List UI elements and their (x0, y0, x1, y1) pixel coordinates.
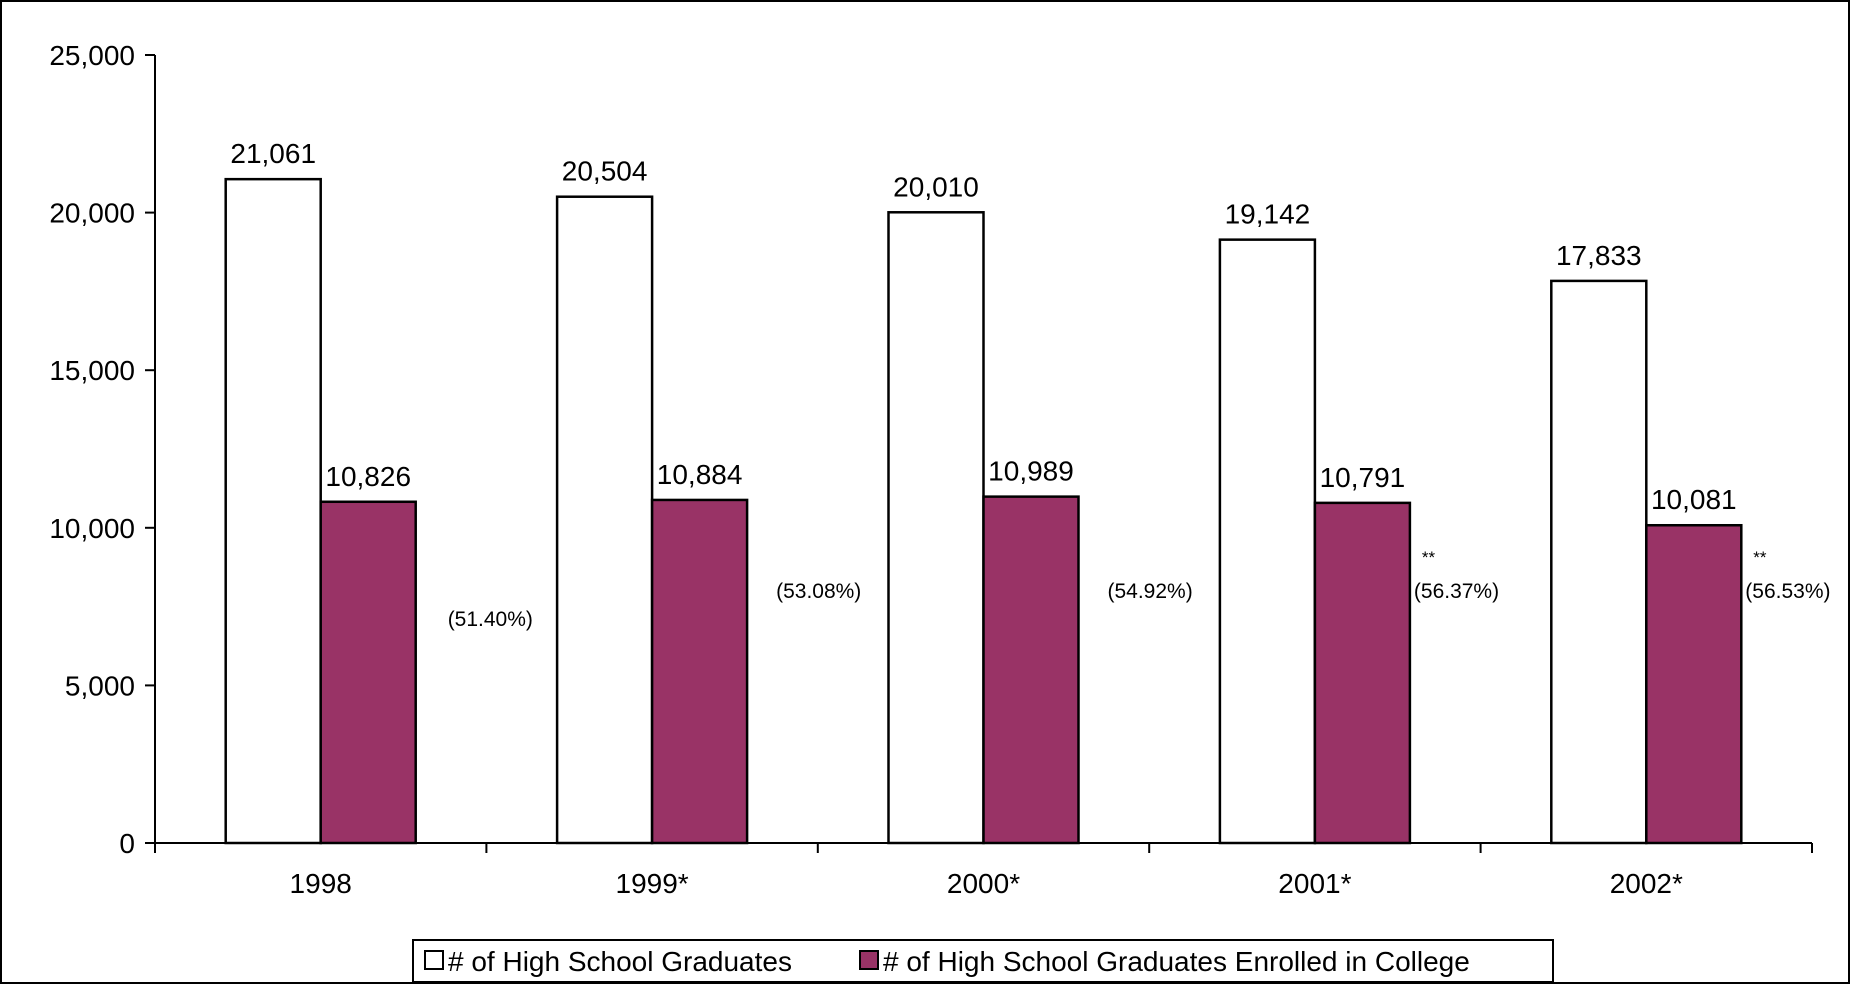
bar-enrolled-1 (650, 498, 749, 845)
bar-graduates-0 (224, 177, 322, 845)
data-label-enrolled-1: 10,884 (657, 459, 743, 490)
data-label-graduates-0: 21,061 (230, 138, 316, 169)
data-label-enrolled-2: 10,989 (988, 456, 1074, 487)
annotation-marker-4: ** (1753, 548, 1767, 567)
data-label-graduates-1: 20,504 (562, 156, 648, 187)
category-label-1: 1999* (616, 868, 689, 899)
y-tick-label-4: 20,000 (49, 198, 135, 229)
bar-enrolled-2 (982, 495, 1080, 845)
y-tick-label-0: 0 (119, 828, 135, 859)
percentage-annotation-1: (53.08%) (776, 580, 861, 603)
y-tick-label-1: 5,000 (65, 670, 135, 701)
y-tick-label-5: 25,000 (49, 40, 135, 71)
data-label-enrolled-0: 10,826 (325, 461, 411, 492)
legend-swatch-enrolled (859, 950, 879, 970)
data-label-graduates-3: 19,142 (1225, 199, 1311, 230)
data-label-graduates-4: 17,833 (1556, 240, 1642, 271)
percentage-annotation-2: (54.92%) (1108, 580, 1193, 603)
data-label-enrolled-4: 10,081 (1651, 484, 1737, 515)
category-label-2: 2000* (947, 868, 1020, 899)
bar-enrolled-3 (1313, 501, 1412, 845)
bar-graduates-4 (1550, 279, 1648, 845)
legend-box (412, 939, 1554, 983)
y-tick-label-2: 10,000 (49, 513, 135, 544)
category-label-4: 2002* (1610, 868, 1683, 899)
legend-label-enrolled: # of High School Graduates Enrolled in C… (883, 946, 1470, 977)
bar-graduates-2 (887, 211, 985, 845)
percentage-annotation-4: (56.53%) (1745, 580, 1830, 603)
legend-swatch-graduates (424, 950, 444, 970)
bar-enrolled-0 (319, 500, 417, 845)
bar-graduates-3 (1218, 238, 1317, 845)
legend-label-graduates: # of High School Graduates (448, 946, 792, 977)
data-label-graduates-2: 20,010 (893, 171, 979, 202)
category-label-3: 2001* (1278, 868, 1351, 899)
category-label-0: 1998 (290, 868, 352, 899)
bar-enrolled-4 (1645, 523, 1743, 845)
data-label-enrolled-3: 10,791 (1320, 462, 1406, 493)
bar-graduates-1 (555, 195, 654, 845)
percentage-annotation-0: (51.40%) (448, 608, 533, 631)
percentage-annotation-3: (56.37%) (1414, 580, 1499, 603)
y-tick-label-3: 15,000 (49, 355, 135, 386)
annotation-marker-3: ** (1422, 548, 1436, 567)
